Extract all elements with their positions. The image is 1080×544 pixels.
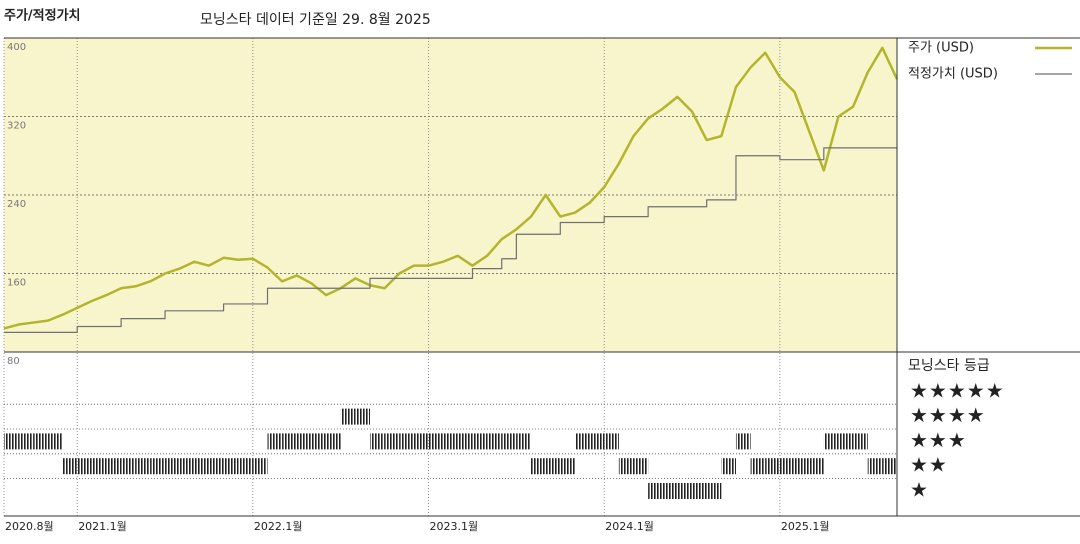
y-tick-label: 240 <box>7 199 26 210</box>
rating-bar <box>809 458 824 475</box>
rating-bar <box>47 433 63 450</box>
legend-label: 적정가치 (USD) <box>908 67 998 82</box>
rating-bar <box>662 483 678 499</box>
series-line <box>4 147 897 333</box>
rating-bar <box>355 408 370 425</box>
rating-bar <box>443 433 458 450</box>
rating-bar <box>252 458 268 475</box>
rating-bar <box>384 433 400 450</box>
rating-bar <box>531 458 546 475</box>
rating-bar <box>516 433 532 450</box>
rating-bar <box>194 458 209 475</box>
rating-bar <box>779 458 795 475</box>
y-tick-label: 320 <box>7 121 26 132</box>
rating-bar <box>574 433 590 450</box>
rating-bar <box>165 458 180 475</box>
rating-bar <box>692 483 707 499</box>
rating-bar <box>838 433 854 450</box>
rating-bar <box>765 458 780 475</box>
rating-bar <box>882 458 897 475</box>
rating-bar <box>677 483 693 499</box>
rating-bar <box>706 483 722 499</box>
rating-bar <box>472 433 488 450</box>
rating-bar <box>487 433 502 450</box>
x-tick-label: 2020.8월 <box>5 520 54 533</box>
x-tick-label: 2024.1월 <box>605 520 654 533</box>
rating-bar <box>545 458 561 475</box>
plot-layer: 80 160 240 320 400 2020.8월 2021.1월 2022.1월 2023.… <box>3 37 1072 533</box>
y-tick-label: 80 <box>7 356 20 367</box>
x-tick-label: 2023.1월 <box>430 520 479 533</box>
chart-subtitle: 모닝스타 데이터 기준일 29. 8월 2025 <box>200 12 431 28</box>
rating-bar <box>604 433 619 450</box>
rating-bar <box>560 458 575 475</box>
rating-bar <box>267 433 283 450</box>
rating-bar <box>794 458 810 475</box>
rating-bar <box>62 458 78 475</box>
rating-level: ★★★★★ <box>910 378 1005 402</box>
rating-bar <box>501 433 517 450</box>
rating-bar <box>223 458 239 475</box>
rating-level: ★★★★ <box>910 403 986 427</box>
legend-label: 주가 (USD) <box>908 41 974 56</box>
rating-bar <box>135 458 151 475</box>
rating-bar <box>735 433 751 450</box>
y-tick-label: 400 <box>7 42 26 53</box>
x-tick-label: 2025.1월 <box>781 520 830 533</box>
rating-bar <box>457 433 473 450</box>
rating-bar <box>208 458 224 475</box>
rating-bar <box>150 458 166 475</box>
rating-bar <box>750 458 766 475</box>
rating-bar <box>106 458 122 475</box>
rating-bar <box>618 458 634 475</box>
rating-bar <box>648 483 663 499</box>
rating-bar <box>369 433 385 450</box>
x-tick-label: 2021.1월 <box>78 520 127 533</box>
rating-bar <box>853 433 868 450</box>
rating-bar <box>413 433 429 450</box>
rating-bar <box>428 433 444 450</box>
y-tick-label: 160 <box>7 278 26 289</box>
rating-level: ★★ <box>910 453 948 477</box>
rating-bar <box>589 433 605 450</box>
rating-bar <box>399 433 414 450</box>
rating-bar <box>296 433 312 450</box>
rating-bar <box>633 458 649 475</box>
rating-title: 모닝스타 등급 <box>908 358 990 374</box>
rating-bar <box>238 458 253 475</box>
rating-bar <box>91 458 107 475</box>
rating-bar <box>179 458 195 475</box>
rating-level: ★★★ <box>910 428 967 452</box>
rating-bar <box>867 458 883 475</box>
rating-bar <box>18 433 34 450</box>
rating-bar <box>311 433 327 450</box>
rating-bar <box>282 433 297 450</box>
rating-bar <box>33 433 48 450</box>
x-tick-label: 2022.1월 <box>254 520 303 533</box>
rating-bar <box>340 408 356 425</box>
chart-title: 주가/적정가치 <box>4 8 81 24</box>
series-line <box>3 46 899 330</box>
rating-bar <box>77 458 92 475</box>
rating-bar <box>721 458 736 475</box>
rating-bar <box>823 433 839 450</box>
rating-bar <box>4 433 19 450</box>
rating-bar <box>121 458 136 475</box>
rating-bar <box>326 433 341 450</box>
rating-level: ★ <box>910 478 929 502</box>
